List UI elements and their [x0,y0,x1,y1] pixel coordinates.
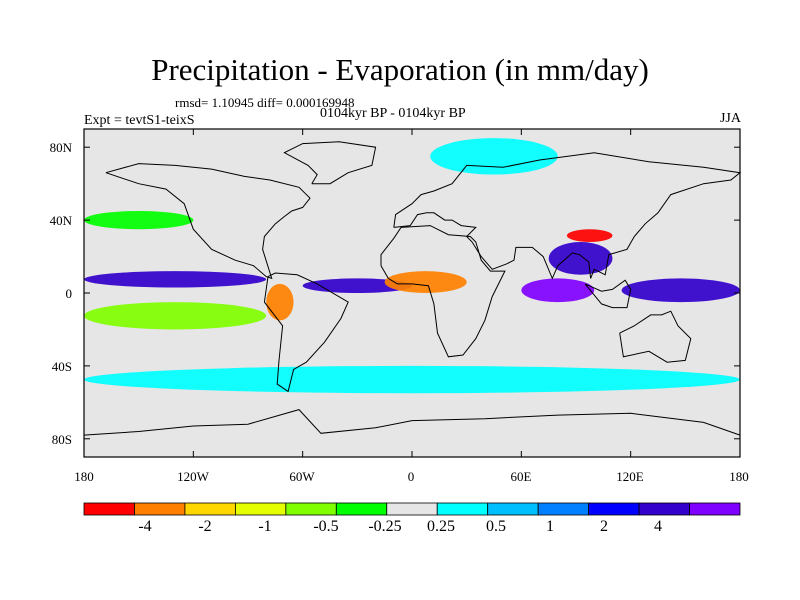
field-region-south-asia-wet [548,241,613,275]
field-region-south-pacific-green [84,302,267,330]
colorbar-swatch [386,502,438,516]
chart-subtitle: 0104kyr BP - 0104kyr BP [320,106,466,121]
colorbar-swatch [487,502,539,516]
field-region-indian-ocean-wet [521,278,595,303]
colorbar-swatch [335,502,388,516]
colorbar-swatch [537,502,590,516]
colorbar-swatch [234,502,287,516]
africa-coast [380,225,506,358]
antarctica-coast [83,409,741,436]
colorbar-label: -0.25 [368,518,402,535]
greenland-coast [283,141,377,185]
x-tick-label: 120W [177,469,209,484]
colorbar-swatch [638,502,690,516]
stats-line: rmsd= 1.10945 diff= 0.000169948 [175,95,355,110]
colorbar-label: -1 [258,518,272,535]
y-tick-label: 40S [51,359,72,374]
field-region-arctic-cyan [430,138,558,175]
y-tick-label: 40N [49,213,72,228]
chart-title: Precipitation - Evaporation (in mm/day) [151,52,649,87]
colorbar-swatch [134,502,186,516]
season-label: JJA [719,111,741,126]
y-tick-label: 0 [65,286,73,301]
x-tick-label: 180 [729,469,749,484]
x-tick-label: 120E [616,469,644,484]
australia-coast [619,310,692,363]
field-region-north-pacific-green [84,211,194,230]
experiment-label: Expt = tevtS1-teixS [84,113,195,128]
south-america-coast [263,272,349,393]
field-region-itcz-pacific-east [84,271,267,288]
colorbar-label: 0.25 [427,518,455,535]
x-tick-label: 0 [407,469,415,484]
field-region-west-africa-dry [384,271,467,294]
colorbar-label: 0.5 [486,518,506,535]
colorbar-swatch [689,502,741,516]
x-tick-label: 180 [74,469,94,484]
colorbar-swatch [588,502,640,516]
field-region-west-pacific-wet [621,278,740,303]
y-tick-label: 80S [51,432,72,447]
colorbar-label: 1 [546,518,554,535]
north-america-coast [105,163,311,280]
colorbar-label: -2 [198,518,212,535]
field-region-southern-ocean-cyan [84,365,740,394]
colorbar-swatch [184,502,236,516]
maritime-continent-coast [584,279,632,309]
colorbar-label: -0.5 [313,518,339,535]
colorbar-label: 4 [654,518,662,535]
x-tick-label: 60E [510,469,532,484]
colorbar-swatch [83,502,135,516]
y-tick-label: 80N [49,140,72,155]
colorbar-swatch [436,502,489,516]
field-region-tibet-dry [566,229,613,242]
colorbar-label: -4 [138,518,152,535]
x-tick-label: 60W [289,469,315,484]
colorbar-label: 2 [600,518,608,535]
eurasia-coast [393,152,742,280]
colorbar-swatch [285,502,337,516]
field-region-south-america-dry [266,283,294,321]
